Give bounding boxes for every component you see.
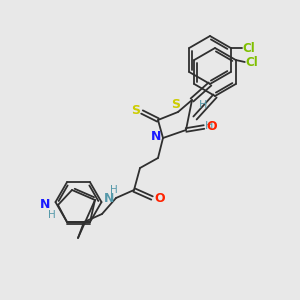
Text: Cl: Cl [246,56,259,68]
Text: N: N [40,199,50,212]
Text: Cl: Cl [243,41,256,55]
Text: S: S [131,103,140,116]
Text: N: N [151,130,161,143]
Text: O: O [154,193,165,206]
Text: O: O [206,121,217,134]
Text: H: H [199,100,207,110]
Text: N: N [103,191,114,205]
Text: H: H [205,121,213,131]
Text: S: S [172,98,181,112]
Text: H: H [110,185,118,195]
Text: H: H [48,210,56,220]
